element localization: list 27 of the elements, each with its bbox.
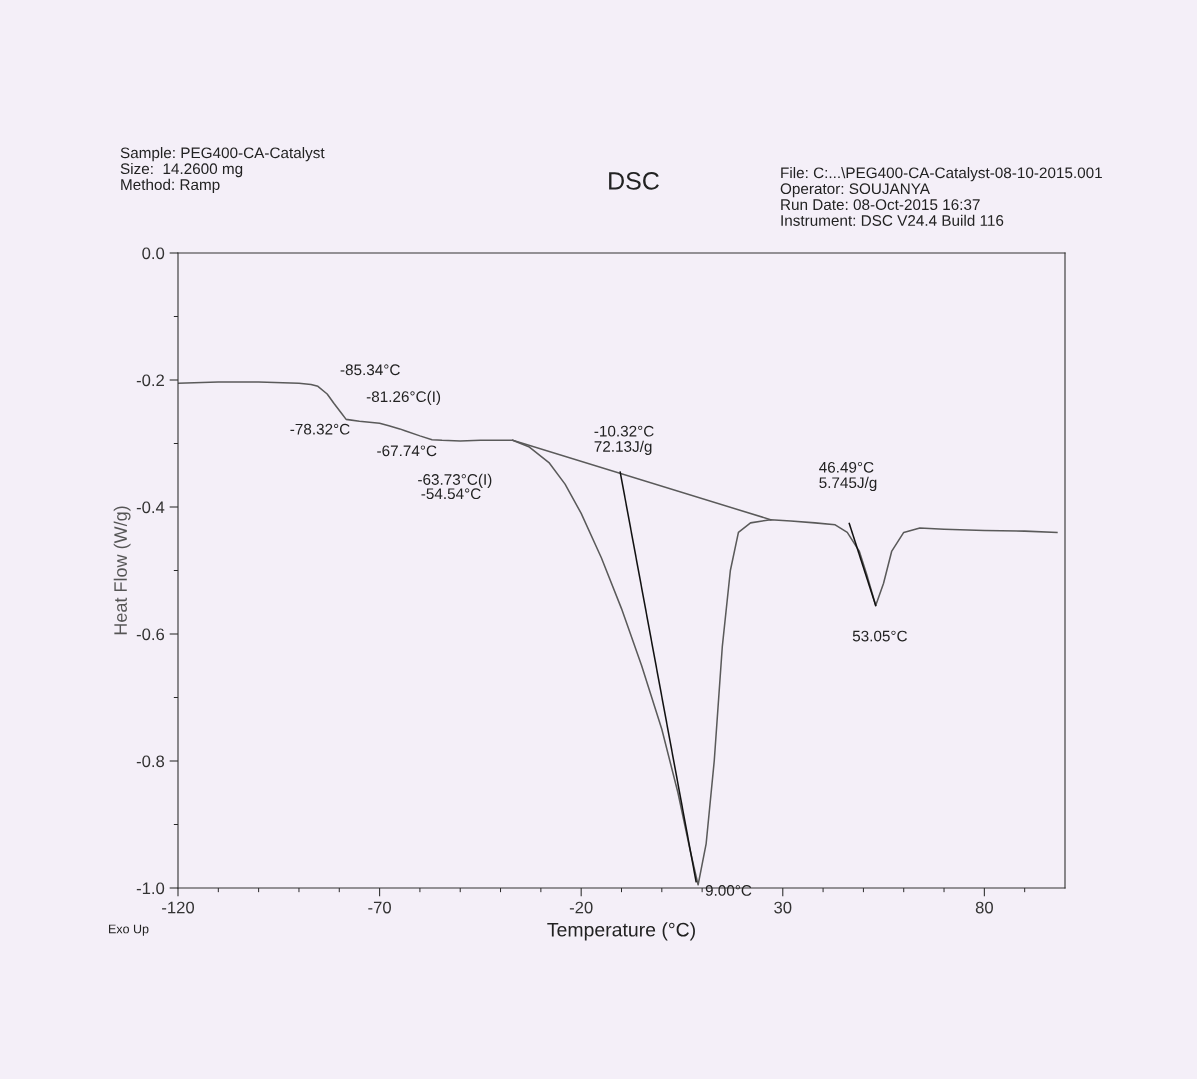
annotation: -78.32°C: [290, 423, 350, 435]
x-axis-title: Temperature (°C): [547, 922, 695, 941]
y-tick-label: -0.4: [136, 501, 165, 514]
x-tick-label: 30: [774, 901, 792, 914]
annotation: -54.54°C: [421, 488, 481, 500]
y-axis-title: Heat Flow (W/g): [113, 506, 131, 635]
annotation: 46.49°C 5.745J/g: [819, 461, 877, 492]
annotation: 9.00°C: [705, 885, 752, 896]
annotation: -67.74°C: [377, 445, 437, 457]
annotation: -85.34°C: [340, 364, 400, 376]
text: File: C:...\PEG400-CA-Catalyst-08-10-2015.001 Operator: SOUJANYA Run Date: 08-Oct-2015 16:37 Instrument: DSC V24.4 Build 116: [780, 167, 1102, 226]
annotation: -10.32°C 72.13J/g: [594, 425, 654, 455]
y-tick-label: -0.6: [136, 628, 165, 641]
text: Exo Up: [109, 924, 149, 936]
text: Sample: PEG400-CA-Catalyst Size: 14.2600 mg Method: Ramp: [120, 147, 325, 194]
x-tick-label: -70: [368, 901, 391, 914]
chart-title: DSC: [609, 172, 659, 190]
y-tick-label: -0.2: [136, 374, 164, 387]
x-tick-label: -120: [162, 901, 195, 914]
y-tick-label: -1.0: [136, 882, 165, 895]
y-tick-label: -0.8: [136, 755, 165, 768]
y-tick-label: 0.0: [142, 247, 165, 260]
annotation: -81.26°C(I): [366, 390, 441, 406]
x-tick-label: -20: [569, 901, 593, 914]
annotation: -63.73°C(I): [418, 473, 492, 488]
x-tick-label: 80: [975, 901, 993, 914]
annotation: 53.05°C: [852, 630, 907, 642]
